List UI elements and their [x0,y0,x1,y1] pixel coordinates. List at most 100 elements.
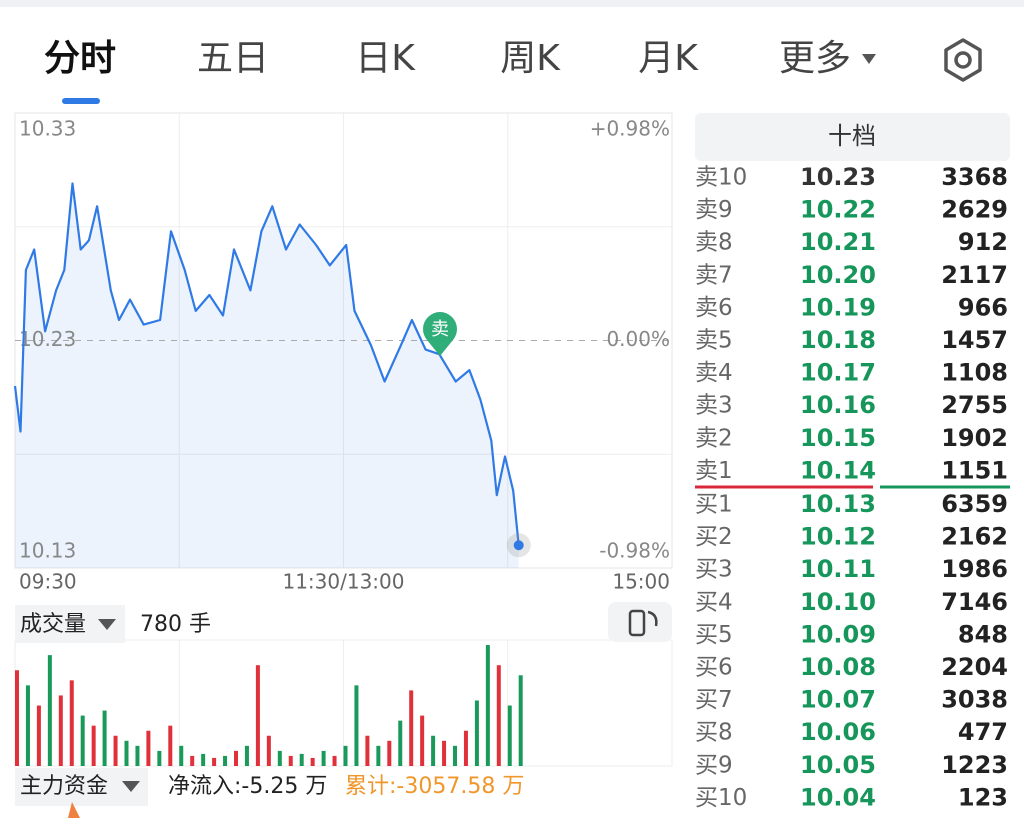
order-book: 卖10 10.23 3368 卖9 10.22 2629 卖8 10.21 912 卖7 10.20… [695,163,1008,811]
order-price: 10.14 [800,456,876,484]
x-tick-label: 11:30/13:00 [282,570,404,594]
rotate-button[interactable] [608,602,672,642]
rotate-icon-arc[interactable] [647,610,658,627]
volume-bar [124,740,129,766]
order-level: 卖8 [695,230,733,256]
y2-tick-label: -0.98% [599,539,670,563]
funds-dropdown[interactable] [15,768,148,806]
y-tick-label: 10.13 [19,539,76,563]
volume-bar [409,690,414,766]
order-price: 10.18 [800,326,876,354]
trade-marker [423,312,458,356]
order-volume: 3038 [941,686,1008,714]
volume-bar [376,745,381,766]
order-level: 买9 [695,752,733,778]
tab[interactable]: 分时 [44,38,116,79]
order-level: 卖10 [695,165,747,191]
order-level: 买2 [695,524,733,550]
order-level: 卖6 [695,295,733,321]
volume-bar [518,675,523,766]
tab[interactable]: 日K [355,38,416,79]
order-price: 10.13 [800,490,876,518]
volume-bar [453,745,457,766]
volume-bar [244,745,249,766]
volume-bar [135,745,140,766]
settings-hex[interactable] [944,38,982,82]
volume-bar [310,757,315,766]
trade-marker-label: 卖 [431,319,449,340]
order-book-header [695,113,1010,161]
order-price: 10.05 [800,751,876,779]
y-tick-label: 10.33 [19,117,76,141]
funds-label[interactable]: 主力资金 [20,774,108,799]
order-volume: 1223 [941,751,1008,779]
order-volume: 2162 [941,523,1008,551]
volume-chart [14,639,673,767]
top-strip [0,0,1024,7]
volume-bar [507,705,512,766]
y2-tick-label: +0.98% [590,117,670,141]
dropdown-arrow [98,619,116,630]
volume-bar [420,715,425,766]
order-price: 10.07 [800,686,876,714]
volume-bar [463,730,468,766]
volume-bar [80,715,85,766]
order-level: 买5 [695,622,733,648]
order-level: 买8 [695,720,733,746]
volume-bar [190,755,195,766]
volume-bar [354,685,359,766]
dropdown-arrow [122,781,140,792]
order-price: 10.09 [800,620,876,648]
order-volume: 3368 [941,163,1008,191]
order-price: 10.10 [800,588,876,616]
price-line [13,182,520,546]
tab-bar: 分时 五日 日K 周K 月K 更多 [44,38,851,79]
order-level: 买7 [695,687,733,713]
order-level: 买3 [695,557,733,583]
order-volume: 1108 [941,359,1008,387]
settings-icon[interactable] [944,38,982,82]
volume-bar [47,655,52,766]
volume-title[interactable]: 成交量 [20,612,86,637]
tab[interactable]: 更多 [779,38,851,79]
tab[interactable]: 月K [638,38,699,79]
volume-bar [474,700,479,766]
order-price: 10.19 [800,293,876,321]
order-price: 10.20 [800,261,876,289]
y2-tick-label: 0.00% [606,327,670,351]
order-volume: 1151 [941,456,1008,484]
order-volume: 1457 [941,326,1008,354]
volume-bar [234,750,238,766]
tab[interactable]: 五日 [197,38,269,79]
order-level: 卖1 [695,458,733,484]
order-volume: 7146 [941,588,1008,616]
order-level: 买6 [695,655,733,681]
tab[interactable]: 周K [500,38,561,79]
volume-bar [496,665,501,766]
order-volume: 2204 [941,653,1008,681]
volume-bar [299,753,304,766]
volume-bar [288,755,293,766]
order-volume: 6359 [941,490,1008,518]
order-volume: 848 [958,620,1008,648]
order-price: 10.08 [800,653,876,681]
settings-circle[interactable] [954,51,972,69]
volume-bar [266,735,271,766]
order-book-title: 十档 [828,122,876,150]
rotate-icon[interactable] [628,609,646,637]
volume-current: 780 手 [140,612,211,637]
order-volume: 966 [958,293,1008,321]
volume-bar [36,705,41,766]
order-price: 10.16 [800,391,876,419]
order-volume: 912 [958,228,1008,256]
price-chart: 10.33 10.23 10.13 +0.98% 0.00% -0.98% 09:30 11:… [13,112,673,594]
x-tick-label: 09:30 [19,570,77,594]
last-price-dot [513,540,524,551]
volume-bar [15,670,19,766]
order-price: 10.17 [800,359,876,387]
volume-bar [321,750,326,766]
order-level: 卖4 [695,360,733,386]
volume-bar [113,735,118,766]
